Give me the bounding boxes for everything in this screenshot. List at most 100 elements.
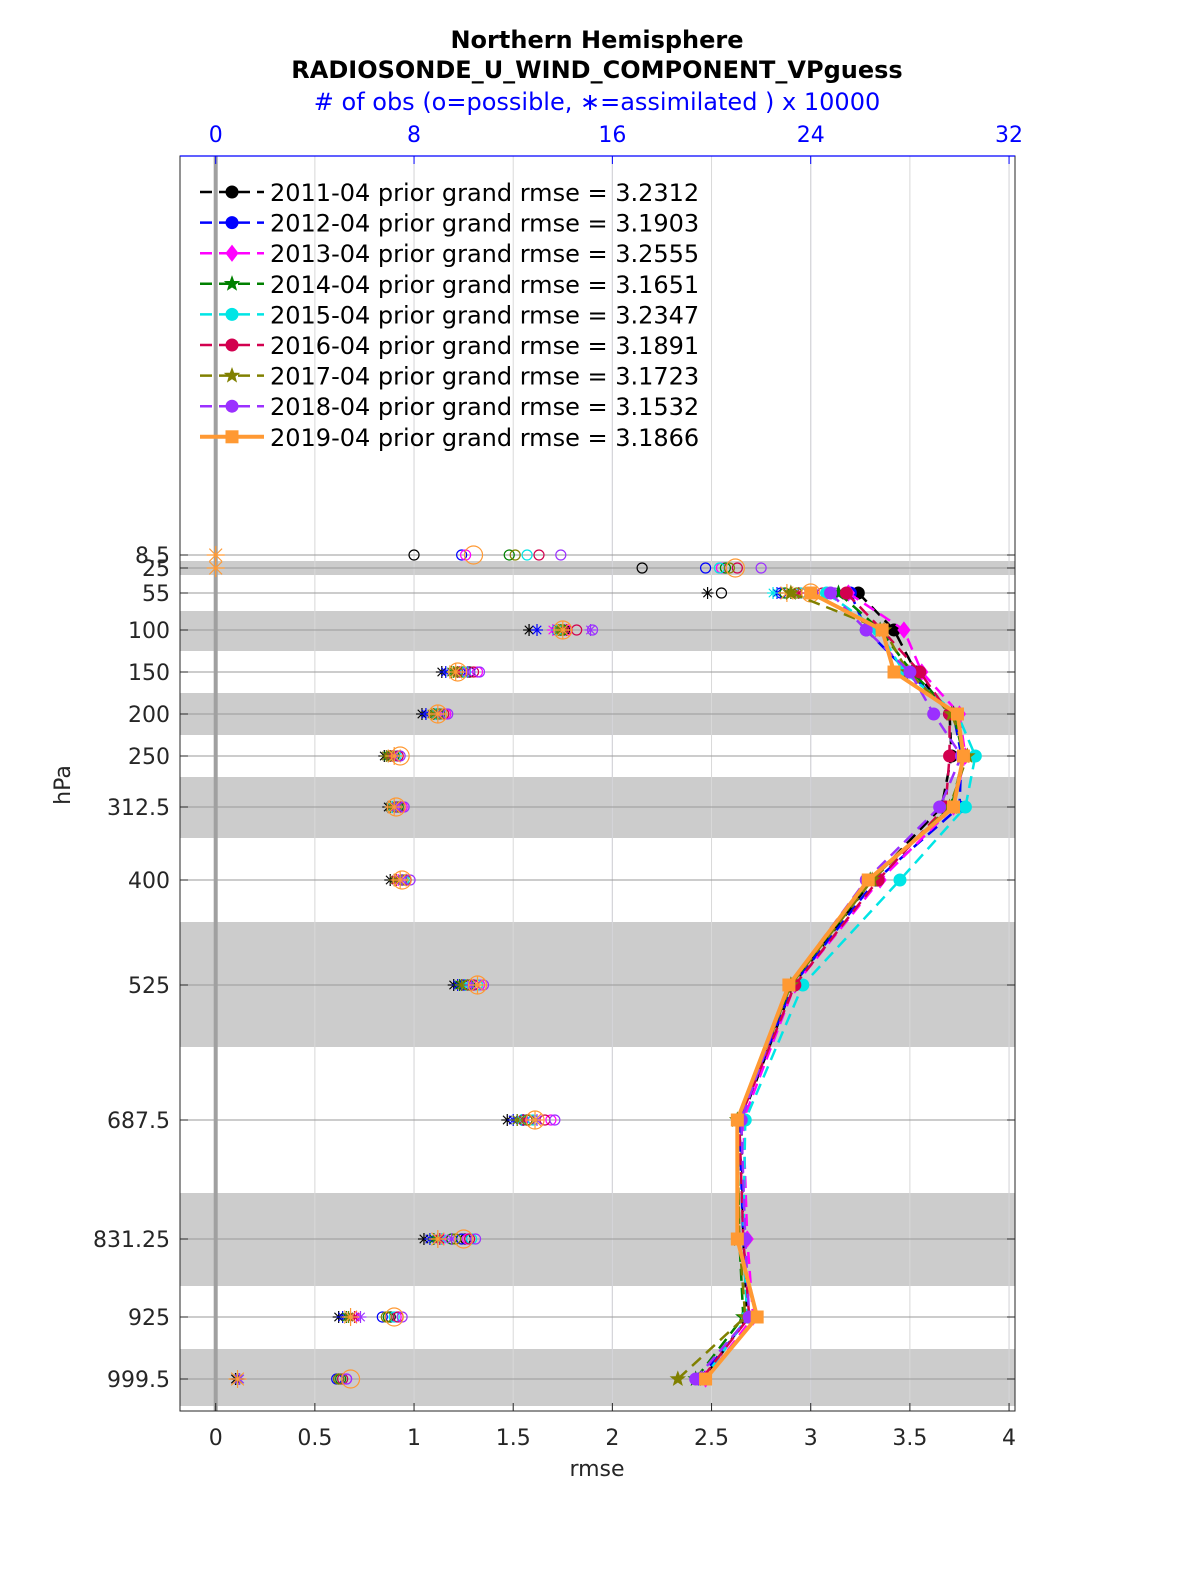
series-point	[958, 800, 972, 814]
legend-entry-label: 2011-04 prior grand rmse = 3.2312	[270, 179, 699, 207]
assimilated-obs-mark	[531, 624, 544, 636]
legend-entry-label: 2017-04 prior grand rmse = 3.1723	[270, 363, 699, 391]
possible-obs-mark	[384, 1307, 404, 1327]
legend-entry-label: 2014-04 prior grand rmse = 3.1651	[270, 271, 699, 299]
assimilated-obs-mark	[701, 587, 714, 599]
assimilated-obs-mark	[228, 1370, 247, 1388]
x-tick-label: 3.5	[892, 1426, 927, 1451]
possible-obs-mark	[454, 1229, 474, 1249]
possible-obs-mark	[473, 666, 486, 678]
asterisk-stroke	[343, 1310, 358, 1324]
legend-marker	[225, 399, 239, 413]
asterisk-stroke	[387, 800, 401, 814]
legend-marker	[225, 216, 239, 230]
assimilated-obs-mark	[461, 666, 474, 678]
y-tick-label: 925	[128, 1306, 170, 1331]
possible-obs-mark	[723, 562, 735, 574]
series-point	[897, 621, 911, 639]
series-line	[700, 592, 951, 1380]
possible-obs-mark	[503, 549, 515, 561]
x-tick-label: 0	[209, 1426, 223, 1451]
series-point	[669, 1370, 687, 1386]
series-point	[943, 749, 957, 763]
asterisk-stroke	[393, 873, 407, 887]
top-axis-label: # of obs (o=possible, ∗=assimilated ) x …	[314, 88, 880, 116]
assimilated-obs-mark	[468, 976, 487, 994]
top-x-axis: 0 8 16 24 32	[180, 123, 1023, 164]
asterisk-stroke	[456, 980, 467, 990]
possible-obs-mark	[463, 1233, 476, 1245]
assimilated-obs-mark	[584, 624, 597, 636]
series-point	[782, 584, 800, 600]
top-tick-label: 0	[209, 123, 223, 148]
series-point	[887, 665, 901, 679]
assimilated-obs-mark	[341, 1308, 360, 1326]
y-tick-label: 999.5	[107, 1368, 170, 1393]
assimilated-obs-mark	[206, 559, 225, 577]
legend-marker	[225, 430, 239, 444]
assimilated-obs-mark	[523, 624, 536, 636]
asterisk-stroke	[524, 625, 534, 635]
legend-marker	[223, 275, 241, 291]
level-band	[180, 1349, 1015, 1406]
series-line	[702, 592, 953, 1380]
y-tick-label: 55	[142, 582, 170, 607]
assimilated-obs-mark	[391, 871, 410, 889]
y-tick-label: 100	[128, 619, 170, 644]
series-point	[730, 1113, 744, 1127]
possible-obs-mark	[521, 549, 533, 561]
series-point	[730, 1232, 744, 1246]
series-point	[861, 873, 875, 887]
legend-marker	[225, 307, 239, 321]
possible-obs-mark	[340, 1369, 361, 1389]
chart-title: Northern Hemisphere	[450, 26, 743, 54]
y-tick-label: 400	[128, 869, 170, 894]
series-point	[950, 707, 964, 721]
y-tick-label: 150	[128, 661, 170, 686]
asterisk-stroke	[528, 1113, 542, 1127]
legend-marker	[225, 185, 239, 199]
possible-obs-mark	[755, 562, 767, 574]
possible-obs-mark	[555, 549, 567, 561]
y-tick-label: 312.5	[107, 796, 170, 821]
x-axis-label: rmse	[569, 1457, 624, 1482]
possible-obs-mark	[725, 558, 745, 578]
series-point	[956, 749, 970, 763]
assimilated-obs-mark	[428, 1230, 447, 1248]
asterisk-stroke	[431, 707, 445, 721]
legend-entry-label: 2016-04 prior grand rmse = 3.1891	[270, 332, 699, 360]
possible-obs-mark	[719, 562, 732, 574]
possible-obs-mark	[376, 1311, 388, 1323]
assimilated-obs-mark	[767, 587, 780, 599]
assimilated-obs-mark	[446, 663, 465, 681]
y-tick-label: 525	[128, 974, 170, 999]
x-tick-label: 1.5	[496, 1426, 531, 1451]
series-point	[893, 873, 907, 887]
possible-obs-mark	[549, 1114, 561, 1126]
series-line	[704, 591, 966, 1381]
asterisk-stroke	[448, 665, 463, 679]
series-8	[699, 586, 970, 1386]
series-point	[933, 800, 947, 814]
observation-count-marks	[206, 545, 841, 1389]
x-tick-label: 2.5	[694, 1426, 729, 1451]
possible-obs-mark	[545, 1114, 557, 1126]
asterisk-stroke	[768, 588, 778, 598]
series-point	[903, 665, 917, 679]
bottom-x-axis: 0 0.5 1 1.5 2 2.5 3 3.5 4	[209, 1403, 1016, 1451]
possible-obs-mark	[636, 562, 648, 574]
asterisk-stroke	[470, 978, 485, 992]
series-point	[699, 1372, 713, 1386]
x-tick-label: 2	[605, 1426, 619, 1451]
assimilated-obs-mark	[428, 705, 447, 723]
possible-obs-mark	[456, 549, 468, 561]
asterisk-stroke	[532, 625, 542, 635]
asterisk-stroke	[556, 623, 570, 637]
legend-entry-label: 2018-04 prior grand rmse = 3.1532	[270, 393, 699, 421]
assimilated-obs-mark	[553, 621, 572, 639]
legend-marker	[223, 366, 241, 383]
possible-obs-mark	[699, 562, 712, 574]
possible-obs-mark	[509, 549, 521, 561]
asterisk-stroke	[208, 561, 223, 575]
